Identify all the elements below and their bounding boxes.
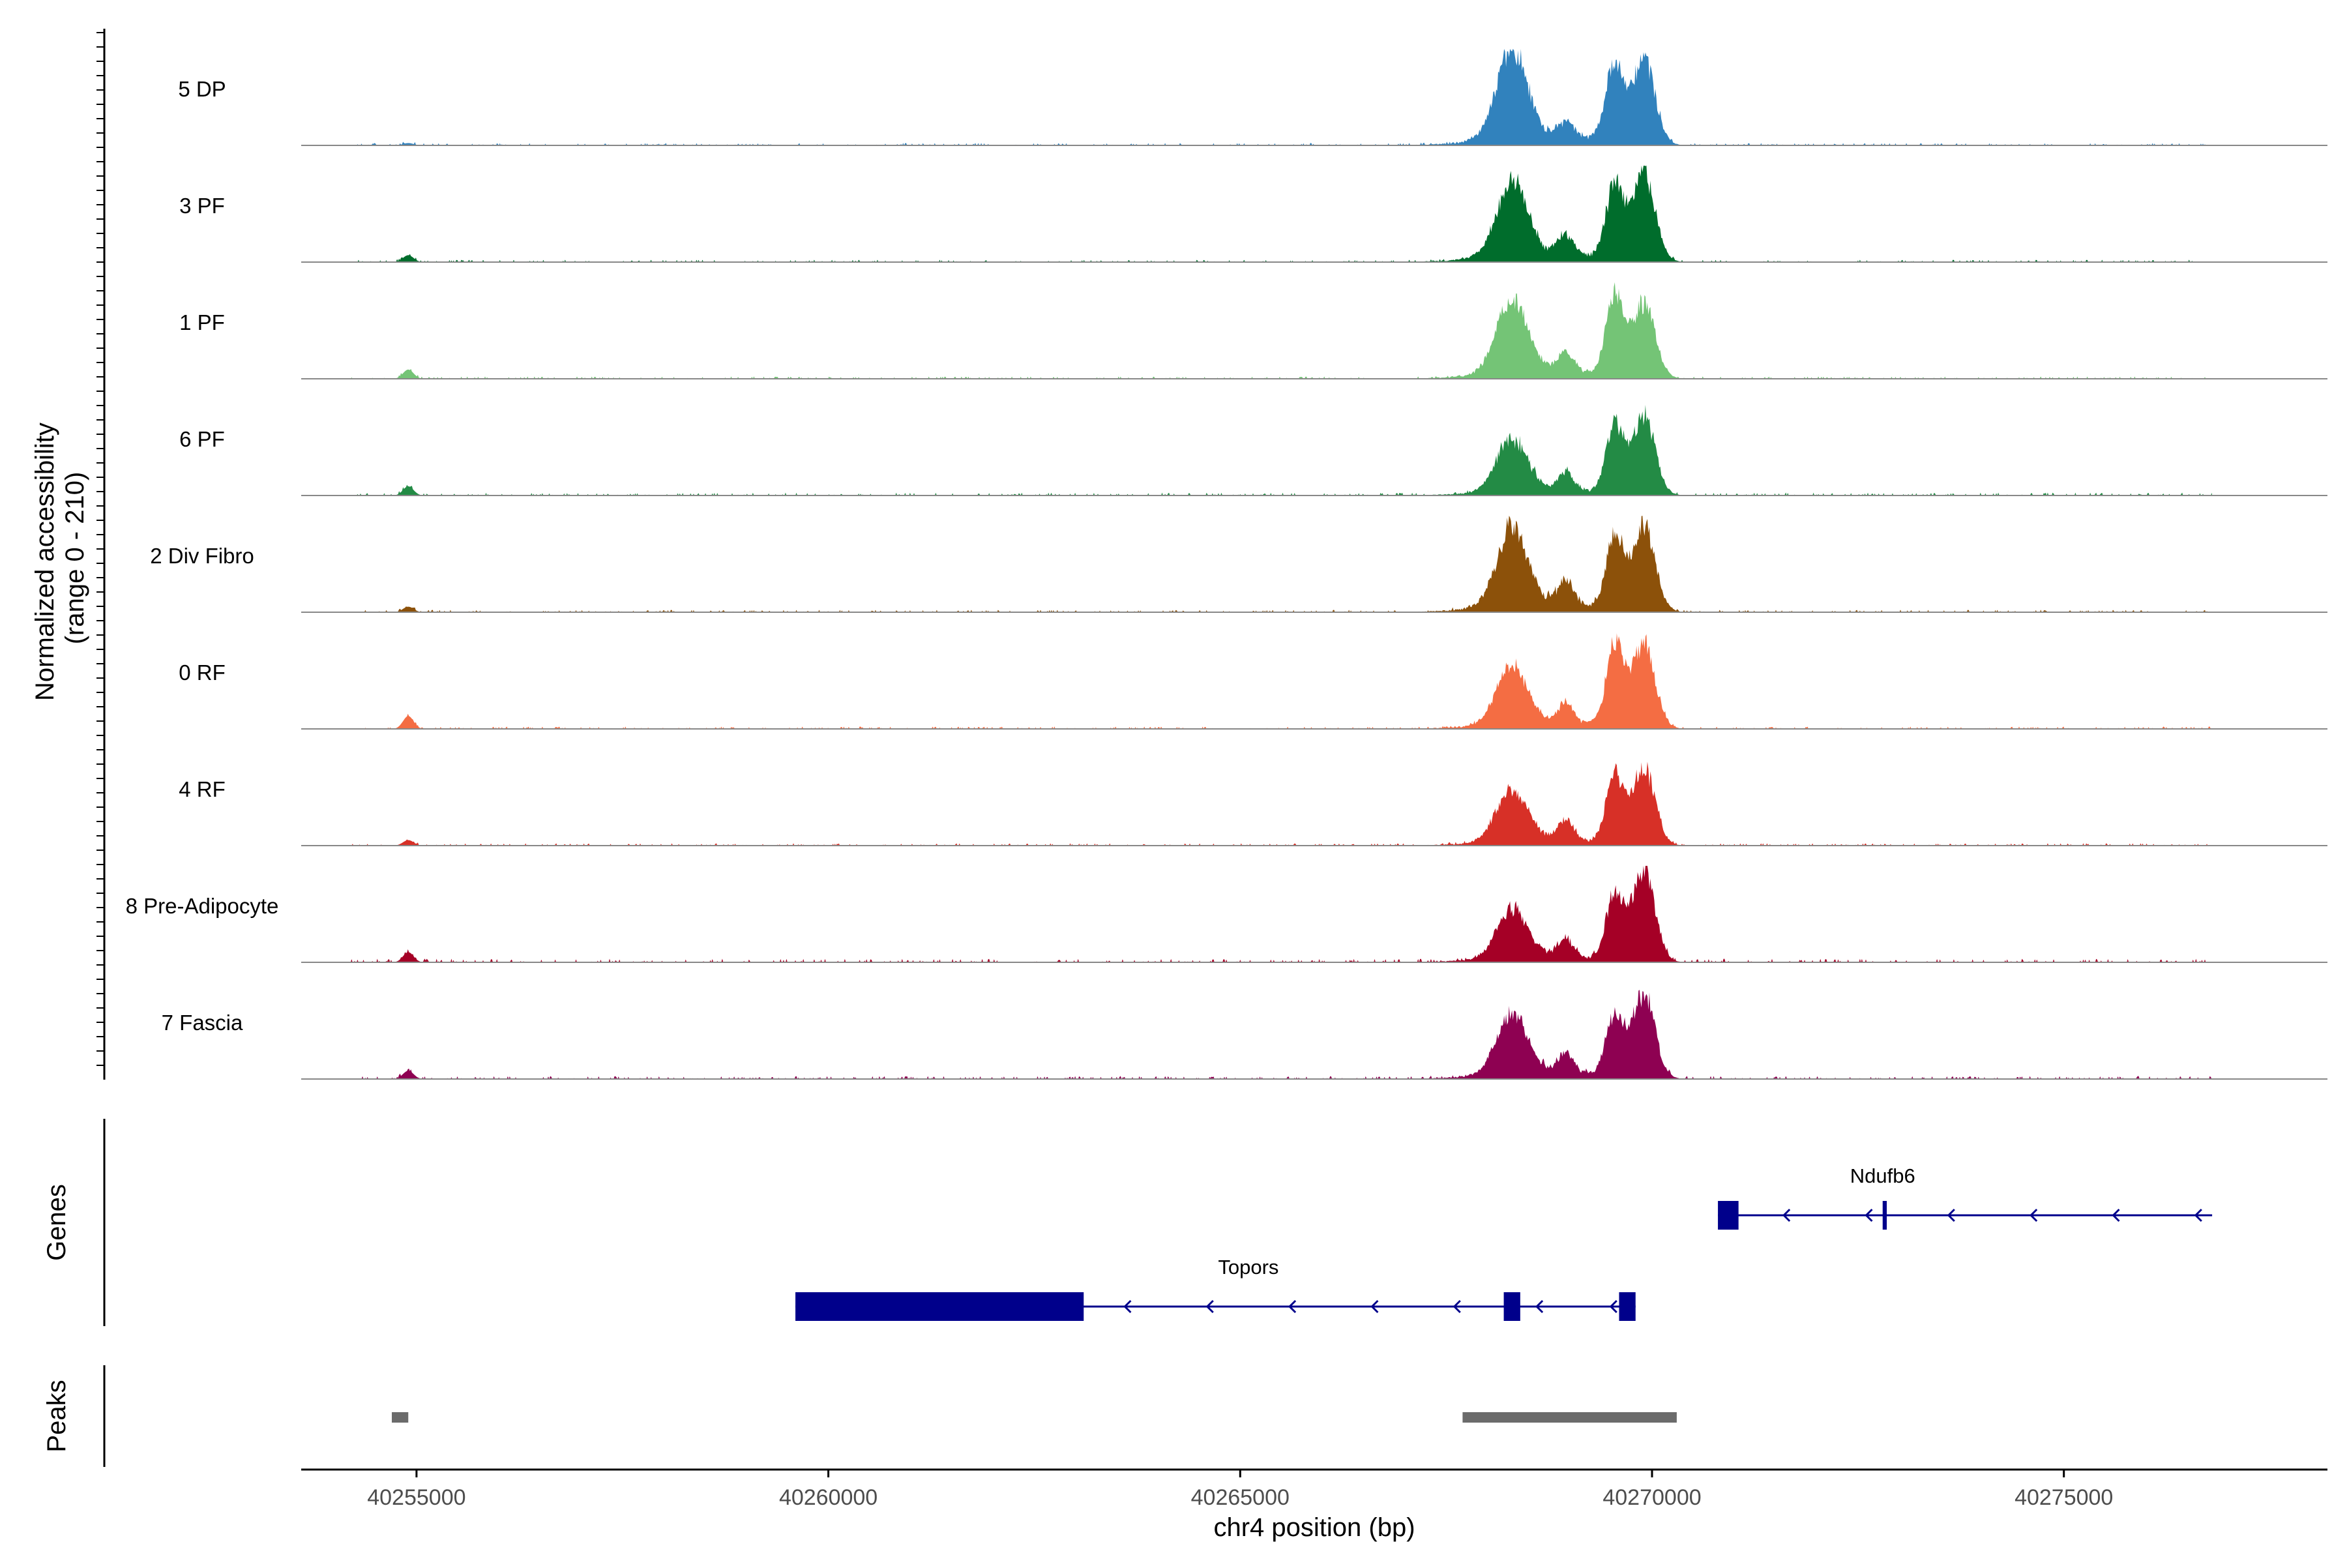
gene-exon <box>1718 1201 1739 1230</box>
gene-label: Ndufb6 <box>1850 1164 1915 1187</box>
track-8: 7 Fascia <box>162 990 2327 1080</box>
y-axis-title-line-2: (range 0 - 210) <box>61 472 89 645</box>
track-3: 6 PF <box>179 405 2327 496</box>
gene-ndufb6: Ndufb6 <box>1718 1164 2213 1230</box>
strand-arrow <box>2194 1208 2202 1222</box>
x-tick-label: 40255000 <box>367 1485 465 1510</box>
track-label: 3 PF <box>179 194 225 218</box>
x-axis-title: chr4 position (bp) <box>1213 1513 1415 1542</box>
track-label: 7 Fascia <box>162 1011 243 1035</box>
coverage-axis-ticks <box>96 32 104 1066</box>
x-axis-ticks: 40255000 40260000 40265000 40270000 40275000 <box>367 1470 2113 1510</box>
strand-arrow <box>2112 1208 2120 1222</box>
strand-arrow <box>1288 1299 1297 1314</box>
track-5: 0 RF <box>179 633 2327 730</box>
peak-region <box>1462 1412 1677 1423</box>
strand-arrow <box>1865 1208 1873 1222</box>
track-label: 1 PF <box>179 310 225 334</box>
gene-exon <box>1619 1292 1636 1321</box>
strand-arrow <box>1453 1299 1461 1314</box>
x-tick-label: 40270000 <box>1602 1485 1701 1510</box>
track-2: 1 PF <box>179 282 2327 379</box>
strand-arrow <box>1205 1299 1214 1314</box>
track-label: 8 Pre-Adipocyte <box>126 894 279 918</box>
peaks-track <box>391 1412 1677 1423</box>
strand-arrow <box>1947 1208 1955 1222</box>
track-7: 8 Pre-Adipocyte <box>126 866 2327 963</box>
gene-topors: Topors <box>795 1256 1636 1321</box>
peak-region <box>391 1412 409 1423</box>
strand-arrow <box>2030 1208 2038 1222</box>
peaks-track-label: Peaks <box>42 1380 71 1452</box>
x-tick-label: 40265000 <box>1191 1485 1290 1510</box>
track-label: 0 RF <box>179 660 226 685</box>
track-4: 2 Div Fibro <box>150 516 2327 613</box>
strand-arrow <box>1782 1208 1791 1222</box>
strand-arrow <box>1370 1299 1379 1314</box>
gene-label: Topors <box>1218 1256 1278 1279</box>
strand-arrow <box>1535 1299 1544 1314</box>
gene-exon <box>1503 1292 1520 1321</box>
gene-exon <box>1882 1201 1887 1230</box>
gene-annotation-track: Ndufb6 Topors <box>795 1164 2213 1321</box>
track-6: 4 RF <box>179 762 2327 846</box>
genes-track-label: Genes <box>42 1184 71 1261</box>
track-label: 6 PF <box>179 427 225 451</box>
track-label: 4 RF <box>179 777 226 801</box>
strand-arrow <box>1123 1299 1132 1314</box>
y-axis-title: Normalized accessibility (range 0 - 210) <box>31 415 89 701</box>
strand-arrow <box>1609 1299 1617 1314</box>
track-label: 2 Div Fibro <box>150 544 254 568</box>
gene-exon <box>795 1292 1084 1321</box>
track-label: 5 DP <box>178 77 226 101</box>
x-tick-label: 40260000 <box>779 1485 878 1510</box>
coverage-tracks: 5 DP 3 PF 1 PF 6 PF 2 Div Fibro 0 RF 4 RF 8 Pre… <box>126 49 2327 1080</box>
track-1: 3 PF <box>179 166 2327 263</box>
track-0: 5 DP <box>178 49 2327 146</box>
y-axis-title-line-1: Normalized accessibility <box>31 422 59 701</box>
x-tick-label: 40275000 <box>2015 1485 2113 1510</box>
